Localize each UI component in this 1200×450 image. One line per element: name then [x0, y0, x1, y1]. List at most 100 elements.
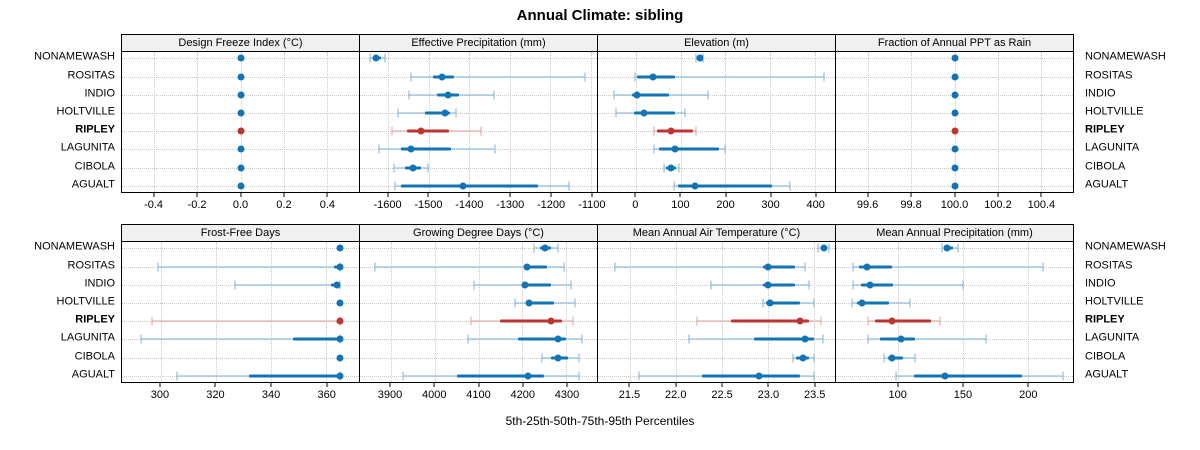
- interquartile-bar: [731, 319, 810, 323]
- axis-tick-mark: [326, 193, 328, 197]
- gridline-vertical: [154, 52, 156, 192]
- panel: Effective Precipitation (mm) -1600 -1500 -1…: [359, 34, 606, 215]
- site-label: LAGUNITA: [60, 141, 115, 154]
- gridline-vertical: [325, 242, 327, 382]
- axis-tick-mark: [634, 193, 636, 197]
- median-dot: [237, 127, 244, 135]
- axis-tick-label: 4000: [421, 389, 447, 401]
- panel-row-2: NONAMEWASH ROSITAS INDIO HOLTVILLE RIPLEY LAG…: [0, 224, 1200, 405]
- axis-tick-label: 99.6: [856, 199, 879, 211]
- whisker-cap: [234, 280, 236, 290]
- gridline-vertical: [478, 242, 480, 382]
- gridline-horizontal: [360, 266, 597, 268]
- gridline-vertical: [197, 52, 199, 192]
- median-dot: [237, 182, 244, 190]
- axis-tick-label: 200: [716, 199, 735, 211]
- whisker-cap: [813, 371, 815, 381]
- whisker-cap: [828, 243, 830, 253]
- axis-tick-mark: [214, 383, 216, 387]
- median-dot: [755, 372, 763, 380]
- whisker-cap: [792, 353, 794, 362]
- interquartile-bar: [292, 337, 340, 341]
- panels-wrap: Frost-Free Days 300 320 340 360 Growing Degre…: [121, 224, 1079, 405]
- median-dot: [521, 281, 529, 289]
- whisker-cap: [514, 298, 516, 308]
- whisker-cap: [493, 90, 495, 100]
- site-label-column-left: NONAMEWASH ROSITAS INDIO HOLTVILLE RIPLEY LAG…: [0, 224, 121, 405]
- whisker-cap: [473, 280, 475, 290]
- interquartile-bar: [754, 337, 814, 341]
- median-dot: [336, 244, 344, 252]
- axis-tick-mark: [509, 193, 511, 197]
- whisker-cap: [895, 371, 897, 381]
- gridline-horizontal: [360, 357, 597, 359]
- whisker-cap: [378, 144, 380, 154]
- gridline-horizontal: [836, 357, 1073, 359]
- site-label: CIBOLA: [74, 160, 115, 172]
- interquartile-bar: [248, 374, 340, 378]
- gridline-horizontal: [360, 339, 597, 341]
- gridline-horizontal: [122, 375, 359, 377]
- whisker-cap: [563, 262, 565, 271]
- axis-tick-mark: [1027, 383, 1029, 387]
- whisker-cap: [852, 280, 854, 290]
- gridline-vertical: [509, 52, 511, 192]
- panel-x-axis: 21.5 22.0 22.5 23.0 23.5: [597, 383, 836, 405]
- whisker-cap: [393, 163, 395, 172]
- median-dot: [951, 73, 958, 80]
- gridline-horizontal: [598, 284, 835, 286]
- median-dot: [336, 354, 344, 361]
- site-label: AGUALT: [71, 368, 115, 381]
- median-dot: [888, 317, 896, 325]
- axis-tick-label: -0.2: [187, 199, 207, 211]
- median-dot: [336, 372, 344, 380]
- gridline-vertical: [428, 52, 430, 192]
- gridline-horizontal: [360, 76, 597, 78]
- gridline-horizontal: [836, 284, 1073, 286]
- gridline-horizontal: [122, 321, 359, 323]
- panel-header: Growing Degree Days (°C): [359, 224, 598, 242]
- gridline-horizontal: [836, 266, 1073, 268]
- median-dot: [951, 145, 958, 153]
- gridline-horizontal: [598, 321, 835, 323]
- site-label: NONAMEWASH: [1085, 240, 1166, 253]
- axis-tick-label: -1600: [373, 199, 402, 211]
- axis-tick-label: -1200: [536, 199, 566, 211]
- axis-tick-label: 300: [761, 199, 780, 211]
- site-label: AGUALT: [1085, 368, 1129, 381]
- interquartile-bar: [763, 265, 796, 268]
- median-dot: [336, 317, 344, 325]
- site-label: LAGUNITA: [60, 331, 115, 344]
- median-dot: [796, 317, 804, 325]
- gridline-horizontal: [360, 149, 597, 151]
- axis-tick-label: 21.5: [618, 389, 641, 401]
- axis-tick-mark: [427, 193, 429, 197]
- site-label: NONAMEWASH: [1085, 50, 1166, 63]
- site-label-stack: NONAMEWASH ROSITAS INDIO HOLTVILLE RIPLEY LAG…: [1079, 51, 1200, 191]
- site-label: RIPLEY: [1085, 123, 1125, 136]
- median-dot: [897, 335, 905, 343]
- whisker-cap: [914, 353, 916, 362]
- panel-header: Effective Precipitation (mm): [359, 34, 598, 52]
- whisker-cap: [568, 181, 570, 191]
- interquartile-bar: [763, 283, 796, 287]
- gridline-vertical: [911, 52, 913, 192]
- gridline-vertical: [680, 52, 682, 192]
- gridline-vertical: [469, 52, 471, 192]
- axis-tick-mark: [153, 193, 155, 197]
- axis-tick-label: 200: [1019, 389, 1038, 401]
- gridline-horizontal: [598, 76, 835, 78]
- whisker-cap: [384, 53, 386, 63]
- whisker-cap: [707, 90, 709, 100]
- median-dot: [671, 145, 679, 153]
- gridline-vertical: [722, 242, 723, 382]
- percentile-whisker: [374, 266, 565, 267]
- gridline-vertical: [522, 242, 524, 382]
- gridline-horizontal: [122, 284, 359, 286]
- axis-tick-mark: [270, 383, 272, 387]
- axis-tick-label: 360: [317, 389, 336, 401]
- median-dot: [951, 182, 958, 190]
- whisker-cap: [541, 353, 543, 362]
- median-dot: [524, 372, 532, 380]
- gridline-vertical: [954, 52, 956, 192]
